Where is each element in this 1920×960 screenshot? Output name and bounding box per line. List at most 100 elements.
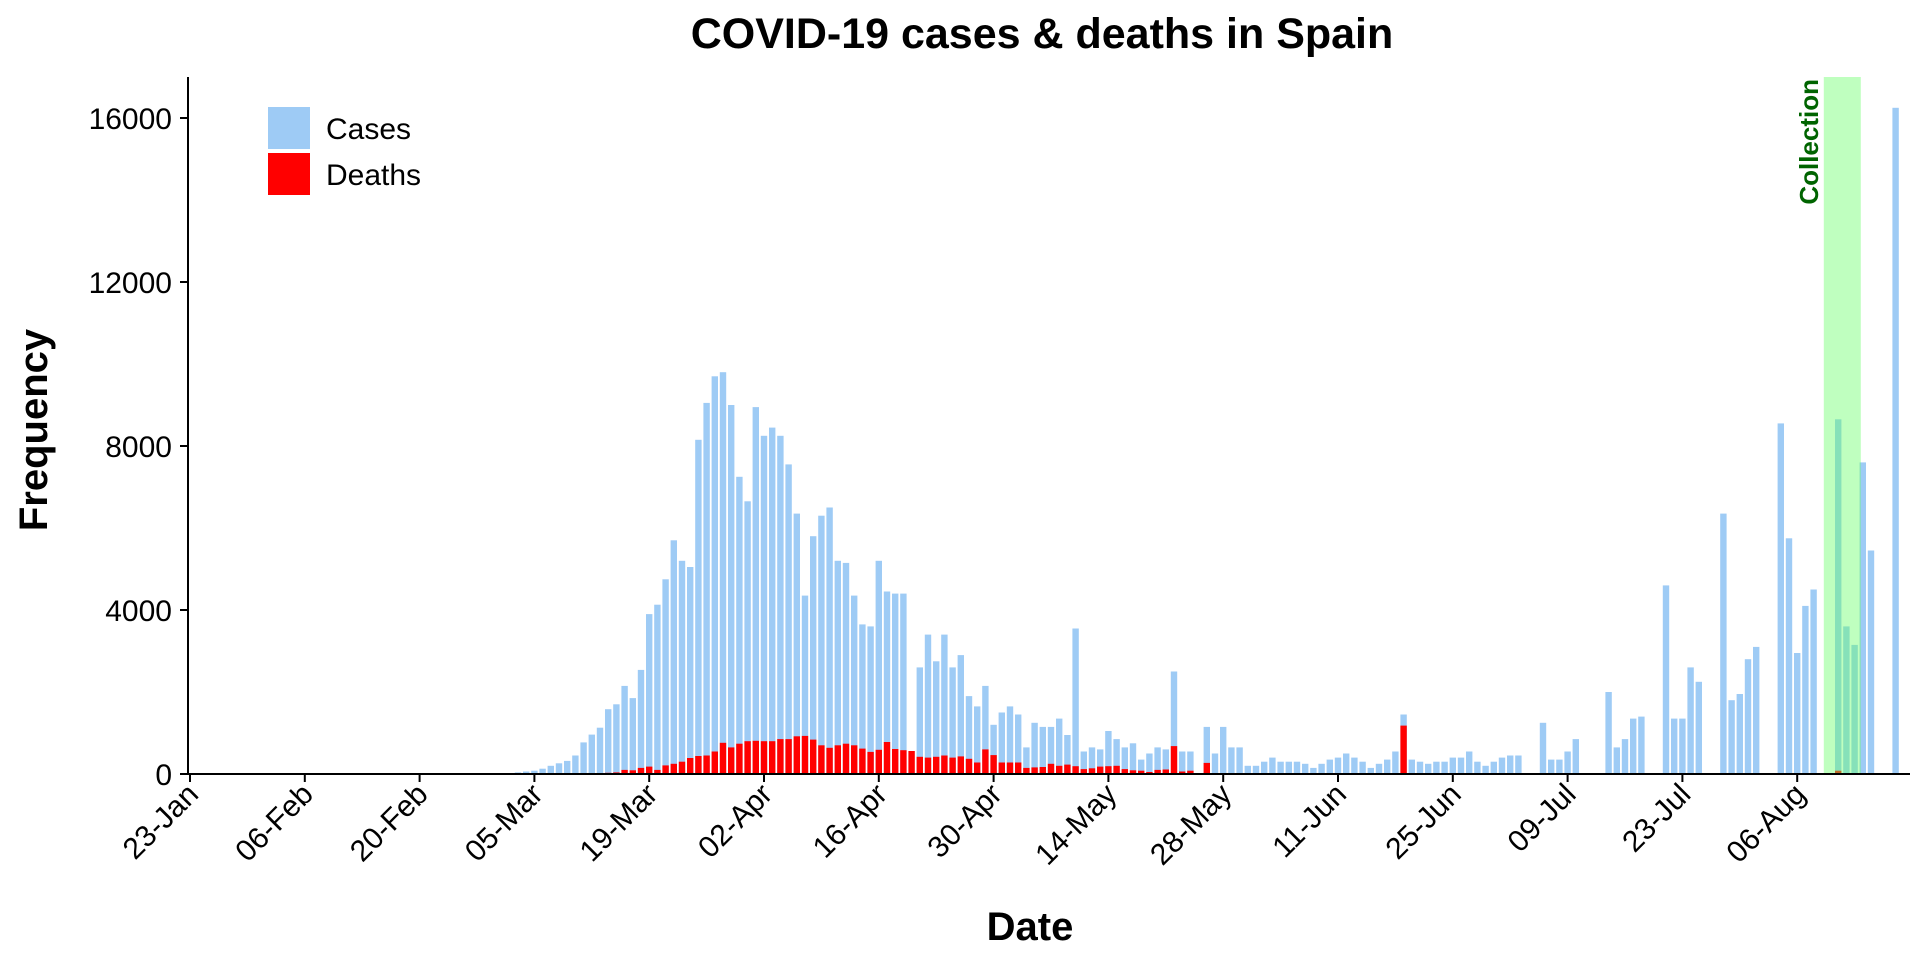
cases-bar — [785, 464, 792, 774]
cases-bar — [654, 604, 661, 774]
chart-title: COVID-19 cases & deaths in Spain — [691, 10, 1394, 58]
cases-bar — [916, 667, 923, 774]
cases-bar — [974, 706, 981, 774]
cases-bar — [1343, 753, 1350, 774]
x-tick-label: 06-Aug — [1720, 778, 1812, 870]
cases-bar — [728, 405, 735, 774]
y-tick-label: 0 — [155, 759, 172, 792]
deaths-bar — [728, 747, 735, 774]
cases-bar — [1293, 761, 1301, 774]
cases-bar — [1351, 757, 1358, 774]
cases-bar — [1384, 759, 1391, 774]
cases-bar — [1080, 751, 1087, 774]
y-tick-label: 16000 — [89, 103, 172, 136]
cases-bar — [1277, 761, 1284, 774]
cases-bar — [1310, 767, 1317, 774]
deaths-bar — [965, 758, 973, 774]
deaths-bar — [1121, 769, 1128, 774]
cases-bar — [1720, 513, 1727, 774]
cases-bar — [941, 634, 948, 774]
deaths-bar — [760, 741, 768, 774]
deaths-bar — [1047, 763, 1055, 775]
cases-bar — [1613, 747, 1620, 774]
deaths-bar — [629, 770, 636, 774]
cases-bar — [1203, 726, 1210, 774]
deaths-bar — [769, 741, 776, 774]
cases-bar — [1605, 692, 1612, 774]
deaths-bar — [637, 767, 645, 774]
deaths-bar — [949, 757, 956, 774]
cases-bar — [523, 771, 530, 774]
cases-bar — [818, 515, 825, 774]
cases-bar — [1088, 747, 1096, 774]
cases-bar — [1474, 761, 1481, 774]
deaths-bar — [1080, 769, 1087, 774]
cases-bar — [793, 513, 800, 774]
deaths-bar — [998, 762, 1005, 774]
deaths-bar — [892, 749, 899, 774]
cases-bar — [875, 560, 882, 774]
deaths-bar — [933, 756, 940, 774]
cases-bar — [629, 698, 636, 774]
cases-bar — [1548, 759, 1555, 774]
deaths-bar — [654, 769, 661, 774]
cases-bar — [1252, 765, 1260, 774]
y-tick-label: 8000 — [105, 431, 172, 464]
x-tick-label: 25-Jun — [1380, 778, 1468, 866]
cases-bar — [842, 562, 850, 774]
deaths-bar — [1129, 770, 1137, 774]
cases-bar — [539, 768, 546, 774]
cases-bar — [596, 727, 604, 774]
deaths-bar — [777, 739, 784, 774]
deaths-bar — [1097, 766, 1104, 774]
x-tick-label: 28-May — [1144, 778, 1238, 872]
deaths-bar — [818, 745, 825, 774]
cases-bar — [760, 435, 768, 775]
deaths-bar — [883, 742, 891, 774]
deaths-bar — [670, 763, 677, 775]
cases-bar — [1777, 423, 1784, 774]
deaths-bar — [1154, 769, 1161, 774]
cases-bar — [998, 712, 1005, 774]
cases-bar — [834, 560, 841, 774]
cases-bar — [621, 685, 628, 774]
cases-bar — [1638, 716, 1645, 774]
deaths-bar — [1105, 766, 1112, 774]
cases-bar — [1671, 718, 1678, 774]
cases-bar — [883, 591, 891, 774]
cases-bar — [1843, 626, 1850, 774]
cases-bar — [1630, 718, 1637, 774]
deaths-bar — [646, 766, 653, 774]
deaths-bar — [982, 749, 989, 774]
cases-bar — [670, 540, 677, 774]
cases-bar — [1154, 747, 1161, 774]
deaths-bar — [793, 736, 800, 774]
x-tick-label: 11-Jun — [1266, 778, 1353, 865]
cases-bar — [1064, 735, 1071, 774]
deaths-bar — [1064, 764, 1071, 774]
cases-bar — [1318, 763, 1325, 775]
cases-bar — [1211, 753, 1219, 774]
cases-bar — [752, 407, 759, 774]
cases-bar — [1490, 761, 1497, 774]
deaths-bar — [1162, 769, 1169, 774]
deaths-bar — [924, 757, 932, 774]
y-tick-label: 4000 — [105, 595, 172, 628]
x-tick-label: 06-Feb — [229, 778, 320, 869]
legend-swatch-cases — [268, 107, 310, 149]
series-cases — [498, 107, 1899, 775]
deaths-bar — [1179, 771, 1186, 774]
deaths-bar — [1113, 765, 1120, 774]
cases-bar — [1507, 755, 1514, 774]
x-axis-title: Date — [987, 905, 1074, 949]
cases-bar — [1859, 462, 1866, 774]
cases-bar — [1457, 757, 1465, 774]
cases-bar — [990, 724, 997, 774]
cases-bar — [810, 536, 817, 774]
cases-bar — [1359, 761, 1366, 774]
cases-bar — [1367, 767, 1374, 774]
collection-label: Collection — [1794, 79, 1824, 205]
cases-bar — [646, 614, 653, 774]
cases-bar — [1302, 763, 1309, 775]
deaths-bar — [703, 755, 710, 774]
